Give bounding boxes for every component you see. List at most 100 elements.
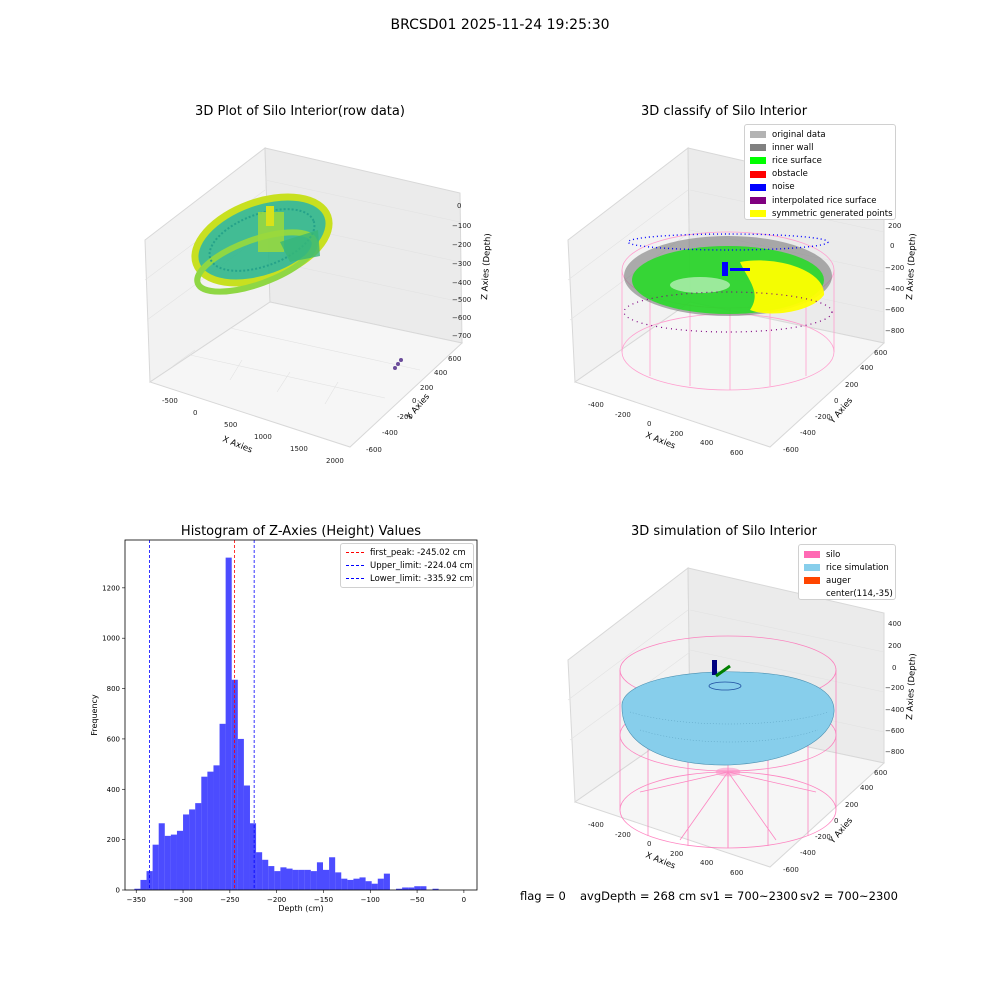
histogram-bar [249, 823, 257, 890]
legend-swatch [804, 591, 820, 598]
raw-x-tick: 500 [224, 421, 237, 429]
classify-y-tick: -600 [783, 446, 799, 454]
simulation-auger [708, 660, 742, 691]
simulation-z-tick: 400 [888, 620, 901, 628]
legend-swatch [750, 157, 766, 165]
raw-y-tick: -400 [382, 429, 398, 437]
classify-z-tick: −400 [885, 285, 904, 293]
histogram-bar [262, 859, 269, 890]
legend-item: inner wall [750, 141, 890, 154]
histogram-bar [298, 869, 305, 890]
raw-z-tick: −100 [452, 222, 471, 230]
legend-line [346, 552, 364, 554]
classify-y-ticks: -600 -400 -200 0 200 400 600 [783, 349, 887, 454]
simulation-y-tick: -200 [815, 833, 831, 841]
raw-y-tick: -200 [397, 413, 413, 421]
simulation-y-tick: -400 [800, 849, 816, 857]
legend-label: noise [772, 182, 795, 193]
simulation-y-tick: 600 [874, 769, 887, 777]
raw-y-tick: 200 [420, 384, 433, 392]
legend-label: rice surface [772, 155, 822, 166]
legend-swatch [804, 551, 820, 559]
simulation-y-tick: -600 [783, 866, 799, 874]
histogram-bar [329, 857, 336, 890]
classify-y-tick: 400 [860, 364, 873, 372]
histogram-bar [341, 878, 348, 890]
histogram-y-ticks: 0 200 400 600 800 1000 1200 [102, 584, 125, 895]
raw-point-cloud [191, 193, 333, 295]
raw-z-tick: −600 [452, 314, 471, 322]
x-tick-label: −50 [410, 896, 425, 904]
legend-label: rice simulation [826, 562, 889, 573]
classify-legend: original data inner wall rice surface ob… [744, 124, 896, 220]
simulation-legend: silo rice simulation auger center(114,-3… [798, 544, 896, 600]
histogram-bar [353, 878, 360, 890]
simulation-x-tick: 200 [670, 850, 683, 858]
legend-item: silo [804, 548, 890, 561]
simulation-z-tick: −200 [885, 684, 904, 692]
simulation-plot-title: 3D simulation of Silo Interior [631, 524, 817, 539]
legend-line [346, 578, 364, 580]
simulation-y-label: Y Axies [827, 816, 855, 847]
y-tick-label: 400 [107, 786, 120, 794]
histogram-bar [365, 881, 372, 890]
classify-x-tick: 400 [700, 439, 713, 447]
histogram-legend: first_peak: -245.02 cm Upper_limit: -224… [340, 543, 474, 588]
histogram-bar [237, 738, 244, 890]
histogram-bar [286, 868, 293, 890]
legend-item: original data [750, 128, 890, 141]
legend-swatch [750, 197, 766, 205]
legend-item: Lower_limit: -335.92 cm [346, 572, 472, 585]
raw-x-tick: 2000 [326, 457, 344, 465]
y-tick-label: 800 [107, 685, 120, 693]
legend-label: auger [826, 575, 851, 586]
raw-z-tick: −500 [452, 296, 471, 304]
histogram-bar [371, 883, 378, 890]
raw-z-label: Z Axies (Depth) [480, 233, 493, 300]
classify-y-tick: 0 [834, 397, 838, 405]
legend-label: inner wall [772, 142, 814, 153]
legend-item: rice simulation [804, 561, 890, 574]
figure-title: BRCSD01 2025-11-24 19:25:30 [390, 17, 610, 33]
raw-z-ticks: 0 −100 −200 −300 −400 −500 −600 −700 [452, 202, 471, 340]
raw-x-tick: 1500 [290, 445, 308, 453]
histogram-bar [268, 866, 275, 890]
x-tick-label: −100 [361, 896, 380, 904]
classify-x-tick: 200 [670, 430, 683, 438]
legend-item: obstacle [750, 168, 890, 181]
raw-z-tick: −400 [452, 279, 471, 287]
raw-x-tick: -500 [162, 397, 178, 405]
raw-x-tick: 1000 [254, 433, 272, 441]
histogram-bar [347, 879, 354, 890]
raw-x-ticks: -500 0 500 1000 1500 2000 [162, 397, 344, 465]
histogram-bar [201, 776, 208, 890]
legend-label: Upper_limit: -224.04 cm [370, 560, 473, 571]
histogram-bar [158, 823, 165, 890]
raw-x-tick: 0 [193, 409, 197, 417]
legend-label: symmetric generated points [772, 208, 893, 219]
histogram-bar [152, 844, 159, 890]
raw-plot-title: 3D Plot of Silo Interior(row data) [195, 104, 405, 119]
legend-swatch [750, 144, 766, 152]
y-tick-label: 600 [107, 735, 120, 743]
histogram-bar [432, 888, 439, 890]
legend-label: center(114,-35) [826, 589, 893, 600]
classify-points [623, 233, 833, 333]
classify-y-tick: 600 [874, 349, 887, 357]
avg-depth-readout: avgDepth = 268 cm [580, 889, 697, 903]
legend-label: original data [772, 129, 826, 140]
histogram-bar [274, 871, 281, 890]
simulation-x-tick: 0 [647, 840, 651, 848]
histogram-frame [124, 539, 478, 891]
classify-z-tick: −600 [885, 306, 904, 314]
raw-y-tick: -600 [366, 446, 382, 454]
histogram-bar [420, 886, 427, 890]
simulation-y-tick: 0 [834, 817, 838, 825]
histogram-bar [359, 877, 366, 890]
histogram-bar [292, 869, 299, 890]
histogram-bar [134, 888, 141, 890]
classify-y-tick: 200 [845, 381, 858, 389]
flag-readout: flag = 0 [520, 889, 566, 903]
legend-item: rice surface [750, 154, 890, 167]
